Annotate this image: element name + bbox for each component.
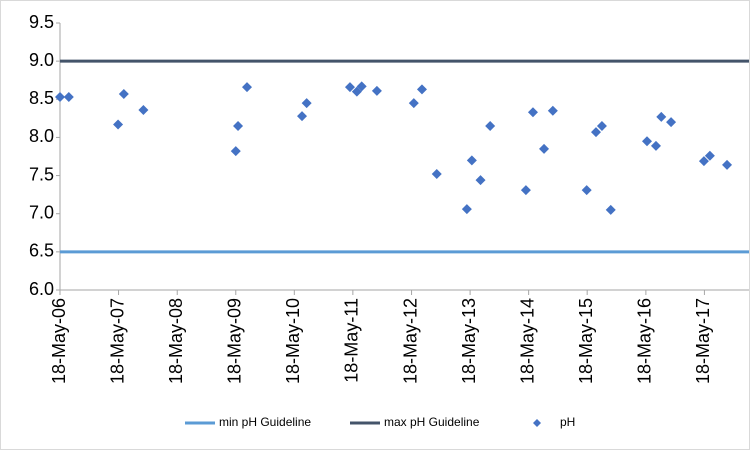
x-tick-label: 18-May-12 xyxy=(400,298,420,384)
point xyxy=(485,120,496,131)
point xyxy=(581,185,592,196)
point xyxy=(55,91,65,102)
point xyxy=(344,82,355,93)
point xyxy=(539,143,550,154)
point xyxy=(371,85,382,96)
x-tick-label: 18-May-11 xyxy=(342,298,362,383)
point xyxy=(590,127,601,138)
point xyxy=(704,150,715,161)
x-tick-label: 18-May-07 xyxy=(107,298,127,384)
point xyxy=(356,81,367,92)
x-tick-label: 18-May-09 xyxy=(225,298,245,384)
point xyxy=(527,107,538,118)
legend-label: min pH Guideline xyxy=(219,415,311,429)
point xyxy=(547,105,558,116)
point xyxy=(118,88,129,99)
point xyxy=(351,86,362,97)
point xyxy=(113,119,124,130)
x-tick-label: 18-May-08 xyxy=(166,298,186,384)
point xyxy=(461,204,472,215)
point xyxy=(431,169,442,180)
y-tick-label: 7.5 xyxy=(29,164,54,184)
x-tick-label: 18-May-16 xyxy=(635,298,655,384)
point xyxy=(656,111,667,122)
point xyxy=(297,111,308,122)
point xyxy=(596,120,607,131)
legend-label: pH xyxy=(560,415,575,429)
point xyxy=(138,104,149,115)
x-tick-label: 18-May-06 xyxy=(49,298,69,384)
point xyxy=(242,82,253,93)
point xyxy=(301,98,312,109)
point xyxy=(233,120,244,131)
point xyxy=(641,136,652,147)
point xyxy=(722,159,733,170)
point xyxy=(650,140,661,151)
x-tick-label: 18-May-13 xyxy=(459,298,479,384)
y-tick-label: 9.0 xyxy=(29,50,54,70)
y-tick-label: 7.0 xyxy=(29,202,54,222)
point xyxy=(63,91,74,102)
x-tick-label: 18-May-10 xyxy=(283,298,303,384)
point xyxy=(475,175,486,186)
legend-label: max pH Guideline xyxy=(384,415,480,429)
point xyxy=(520,185,531,196)
x-tick-label: 18-May-15 xyxy=(576,298,596,384)
point xyxy=(230,146,241,157)
y-tick-label: 8.0 xyxy=(29,126,54,146)
point xyxy=(466,155,477,166)
legend-swatch xyxy=(533,419,541,427)
point xyxy=(605,204,616,215)
y-tick-label: 9.5 xyxy=(29,12,54,32)
y-tick-label: 6.0 xyxy=(29,279,54,299)
y-tick-label: 8.5 xyxy=(29,88,54,108)
point xyxy=(408,98,419,109)
point xyxy=(416,84,427,95)
point xyxy=(698,156,709,167)
y-tick-label: 6.5 xyxy=(29,241,54,261)
x-tick-label: 18-May-17 xyxy=(693,298,713,384)
x-tick-label: 18-May-14 xyxy=(517,298,537,384)
point xyxy=(666,117,677,128)
